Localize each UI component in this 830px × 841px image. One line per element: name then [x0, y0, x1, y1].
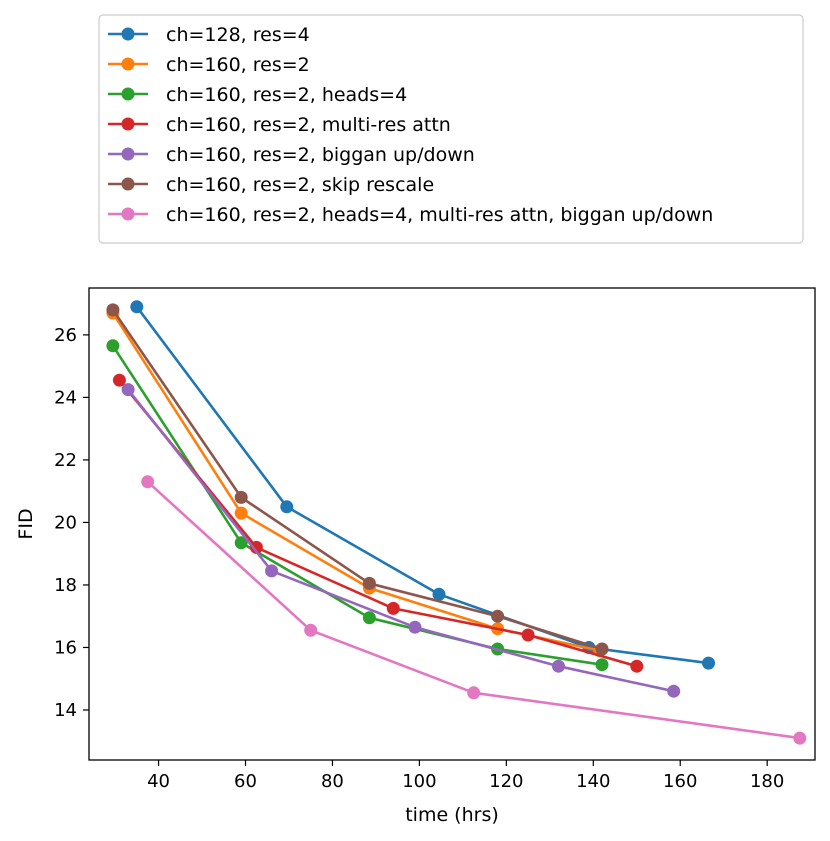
- data-point: [106, 303, 120, 317]
- y-tick-label: 26: [54, 325, 77, 346]
- data-point: [432, 587, 446, 601]
- data-point: [362, 576, 376, 590]
- data-point: [280, 500, 294, 514]
- legend-entry: ch=160, res=2, biggan up/down: [108, 144, 475, 166]
- data-point: [304, 623, 318, 637]
- legend-label: ch=160, res=2, heads=4, multi-res attn, …: [166, 204, 713, 226]
- data-point: [595, 642, 609, 656]
- x-axis-label: time (hrs): [405, 804, 499, 826]
- series-7: [141, 475, 807, 745]
- y-axis-label: FID: [15, 508, 37, 539]
- data-point: [121, 383, 135, 397]
- series-line: [111, 309, 603, 651]
- y-tick-label: 16: [54, 637, 77, 658]
- legend: ch=128, res=4 ch=160, res=2 ch=160, res=2,…: [98, 14, 804, 244]
- series-line: [118, 379, 638, 668]
- x-tick-label: 180: [750, 771, 784, 792]
- x-tick-label: 80: [321, 771, 344, 792]
- legend-marker: [121, 57, 135, 71]
- data-point: [234, 490, 248, 504]
- x-axis: 40 60 80 100 120 140 160 180: [147, 760, 784, 792]
- data-point: [141, 475, 155, 489]
- data-point: [234, 536, 248, 550]
- series-line: [146, 480, 800, 740]
- data-point: [467, 686, 481, 700]
- legend-label: ch=160, res=2: [166, 54, 310, 76]
- legend-marker: [121, 27, 135, 41]
- data-point: [130, 300, 144, 314]
- legend-entry: ch=128, res=4: [108, 24, 310, 46]
- legend-label: ch=160, res=2, biggan up/down: [166, 144, 475, 166]
- x-tick-label: 140: [576, 771, 610, 792]
- data-point: [112, 373, 126, 387]
- data-point: [793, 731, 807, 745]
- y-tick-label: 18: [54, 575, 77, 596]
- data-point: [702, 656, 715, 670]
- legend-marker: [121, 147, 135, 161]
- data-point: [386, 601, 400, 615]
- legend-marker: [121, 177, 135, 191]
- y-tick-label: 22: [54, 450, 77, 471]
- x-tick-label: 60: [234, 771, 257, 792]
- data-point: [265, 564, 279, 578]
- series-3: [106, 339, 609, 672]
- x-tick-label: 40: [147, 771, 170, 792]
- data-point: [521, 628, 535, 642]
- legend-label: ch=160, res=2, skip rescale: [166, 174, 434, 196]
- legend-entry: ch=160, res=2: [108, 54, 310, 76]
- legend-marker: [121, 87, 135, 101]
- legend-label: ch=128, res=4: [166, 24, 310, 46]
- legend-label: ch=160, res=2, multi-res attn: [166, 114, 451, 136]
- data-point: [234, 506, 248, 520]
- legend-marker: [121, 117, 135, 131]
- data-point: [630, 659, 644, 673]
- series-6: [106, 303, 609, 656]
- x-tick-label: 120: [489, 771, 523, 792]
- series-4: [112, 373, 644, 673]
- data-point: [491, 609, 505, 623]
- legend-entry: ch=160, res=2, multi-res attn: [108, 114, 451, 136]
- series-5: [121, 383, 681, 698]
- x-tick-label: 160: [663, 771, 697, 792]
- data-point: [249, 540, 263, 554]
- legend-entry: ch=160, res=2, skip rescale: [108, 174, 434, 196]
- data-point: [408, 620, 422, 634]
- legend-entry: ch=160, res=2, heads=4: [108, 84, 407, 106]
- legend-frame: [98, 14, 804, 244]
- plot-frame: [88, 287, 816, 761]
- legend-label: ch=160, res=2, heads=4: [166, 84, 407, 106]
- y-tick-label: 20: [54, 512, 77, 533]
- legend-entry: ch=160, res=2, heads=4, multi-res attn, …: [108, 204, 713, 226]
- y-tick-label: 14: [54, 700, 77, 721]
- legend-marker: [121, 207, 135, 221]
- series-line: [111, 312, 601, 652]
- plot-area: [88, 287, 816, 761]
- data-point: [595, 658, 609, 672]
- data-point: [362, 611, 376, 625]
- data-point: [667, 684, 681, 698]
- data-point: [552, 659, 565, 673]
- y-axis: 14 16 18 20 22 24 26: [54, 325, 89, 721]
- series-line: [111, 345, 603, 666]
- y-tick-label: 24: [54, 387, 77, 408]
- data-point: [106, 339, 120, 353]
- x-tick-label: 100: [402, 771, 436, 792]
